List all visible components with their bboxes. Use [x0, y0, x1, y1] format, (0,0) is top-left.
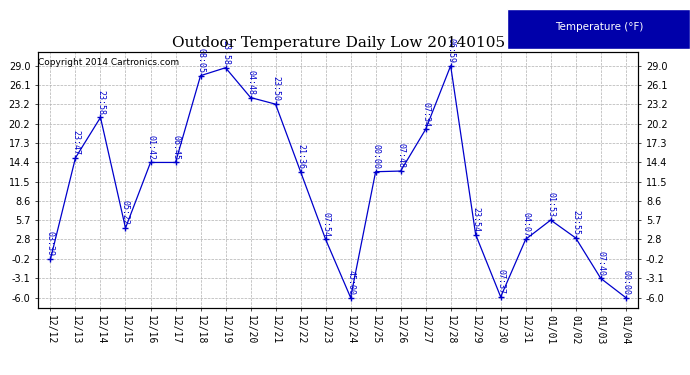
Text: 23:58: 23:58 — [221, 40, 230, 65]
Text: Temperature (°F): Temperature (°F) — [555, 22, 643, 32]
Text: 07:48: 07:48 — [396, 143, 405, 168]
Text: 01:42: 01:42 — [146, 135, 155, 160]
Text: 45:00: 45:00 — [346, 270, 355, 295]
Text: 04:48: 04:48 — [246, 70, 255, 95]
Text: 07:37: 07:37 — [496, 269, 505, 294]
Text: 05:22: 05:22 — [121, 200, 130, 225]
Text: 07:54: 07:54 — [321, 211, 330, 237]
Text: 07:40: 07:40 — [596, 251, 605, 276]
Text: 06:45: 06:45 — [171, 135, 180, 160]
Title: Outdoor Temperature Daily Low 20140105: Outdoor Temperature Daily Low 20140105 — [172, 36, 504, 50]
Text: 00:00: 00:00 — [621, 270, 630, 295]
Text: 00:00: 00:00 — [371, 144, 380, 169]
Text: 08:05: 08:05 — [196, 48, 205, 73]
Text: 23:54: 23:54 — [471, 207, 480, 232]
Text: 04:07: 04:07 — [521, 211, 530, 237]
Text: 23:47: 23:47 — [71, 130, 80, 155]
Text: 07:34: 07:34 — [421, 102, 430, 126]
Text: 23:50: 23:50 — [271, 76, 280, 101]
Text: Copyright 2014 Cartronics.com: Copyright 2014 Cartronics.com — [38, 58, 179, 67]
Text: 23:55: 23:55 — [571, 210, 580, 235]
Text: 01:53: 01:53 — [546, 192, 555, 217]
Text: 03:39: 03:39 — [46, 231, 55, 256]
Text: 21:36: 21:36 — [296, 144, 305, 169]
Text: 06:59: 06:59 — [446, 38, 455, 63]
Text: 23:58: 23:58 — [96, 90, 105, 115]
